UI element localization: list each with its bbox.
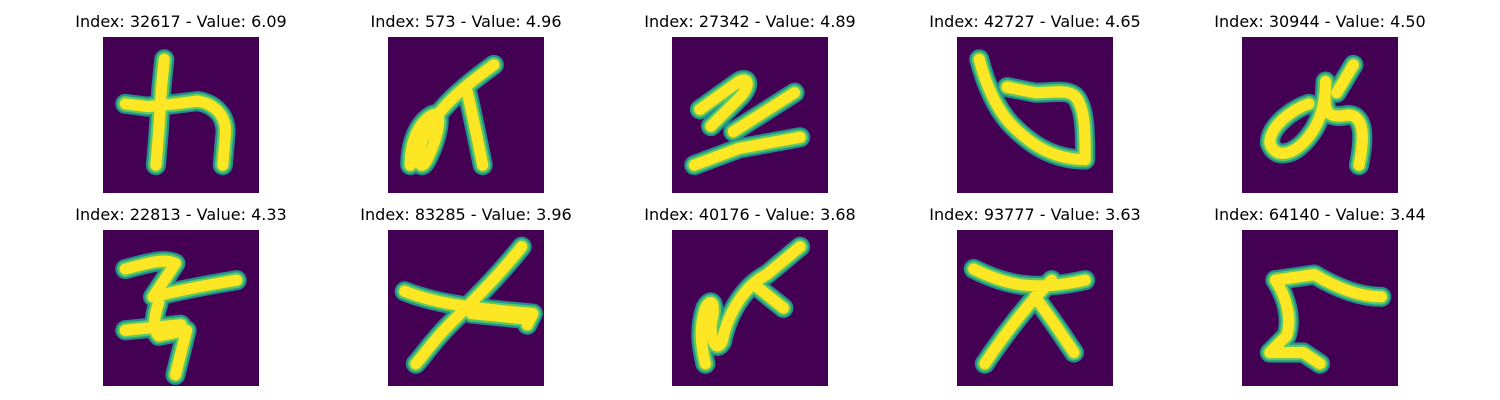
- image-panel: Index: 27342 - Value: 4.89: [644, 12, 856, 202]
- glyph-kana-angle-stroke: [1242, 230, 1398, 386]
- glyph-image: [957, 37, 1113, 193]
- glyph-kana-loop-stroke: [388, 37, 544, 193]
- glyph-kana-hook-loop: [957, 37, 1113, 193]
- glyph-stroke: [119, 95, 232, 171]
- glyph-stroke: [404, 59, 500, 171]
- glyph-stroke: [119, 255, 182, 303]
- image-panel: Index: 30944 - Value: 4.50: [1214, 12, 1426, 202]
- panel-caption: Index: 27342 - Value: 4.89: [644, 12, 856, 31]
- panel-caption: Index: 22813 - Value: 4.33: [75, 205, 287, 224]
- glyph-stroke: [979, 274, 1058, 370]
- image-panel: Index: 42727 - Value: 4.65: [929, 12, 1141, 202]
- panel-caption: Index: 42727 - Value: 4.65: [929, 12, 1141, 31]
- glyph-stroke: [1269, 269, 1387, 303]
- glyph-stroke: [147, 274, 243, 303]
- glyph-kana-su-like: [103, 230, 259, 386]
- image-panel: Index: 64140 - Value: 3.44: [1214, 205, 1426, 395]
- panel-caption: Index: 30944 - Value: 4.50: [1214, 12, 1426, 31]
- image-panel: Index: 40176 - Value: 3.68: [644, 205, 856, 395]
- glyph-image: [672, 230, 828, 386]
- glyph-kana-wa-like: [103, 37, 259, 193]
- image-panel: Index: 32617 - Value: 6.09: [75, 12, 287, 202]
- glyph-stroke: [695, 241, 806, 370]
- glyph-stroke: [694, 74, 753, 132]
- glyph-kana-loop-branch: [672, 230, 828, 386]
- glyph-stroke: [410, 241, 528, 370]
- glyph-image: [388, 37, 544, 193]
- glyph-stroke: [750, 280, 789, 314]
- glyph-stroke: [968, 263, 1091, 292]
- glyph-image: [1242, 37, 1398, 193]
- image-panel: Index: 93777 - Value: 3.63: [929, 205, 1141, 395]
- glyph-stroke: [399, 285, 539, 331]
- glyph-stroke: [973, 53, 1091, 166]
- glyph-kana-star-cross: [957, 230, 1113, 386]
- glyph-image: [388, 230, 544, 386]
- glyph-stroke: [466, 308, 533, 325]
- image-panel: Index: 22813 - Value: 4.33: [75, 205, 287, 395]
- panel-caption: Index: 83285 - Value: 3.96: [360, 205, 572, 224]
- glyph-stroke: [1264, 274, 1326, 370]
- glyph-image: [103, 37, 259, 193]
- glyph-stroke: [727, 87, 801, 138]
- glyph-image: [103, 230, 259, 386]
- panel-caption: Index: 93777 - Value: 3.63: [929, 205, 1141, 224]
- glyph-stroke: [688, 131, 806, 171]
- image-panel: Index: 573 - Value: 4.96: [370, 12, 562, 202]
- glyph-image: [672, 37, 828, 193]
- glyph-image: [957, 230, 1113, 386]
- panel-caption: Index: 32617 - Value: 6.09: [75, 12, 287, 31]
- panel-caption: Index: 573 - Value: 4.96: [370, 12, 562, 31]
- glyph-kana-me-like: [1242, 37, 1398, 193]
- glyph-image: [1242, 230, 1398, 386]
- glyph-stroke: [1029, 291, 1080, 359]
- glyph-stroke: [460, 81, 489, 171]
- image-panel: Index: 83285 - Value: 3.96: [360, 205, 572, 395]
- glyph-kana-cross-stroke: [388, 230, 544, 386]
- glyph-stroke: [119, 319, 187, 336]
- glyph-kana-zigzag: [672, 37, 828, 193]
- glyph-stroke: [1264, 76, 1368, 171]
- panel-caption: Index: 40176 - Value: 3.68: [644, 205, 856, 224]
- panel-caption: Index: 64140 - Value: 3.44: [1214, 205, 1426, 224]
- glyph-stroke: [1331, 59, 1359, 99]
